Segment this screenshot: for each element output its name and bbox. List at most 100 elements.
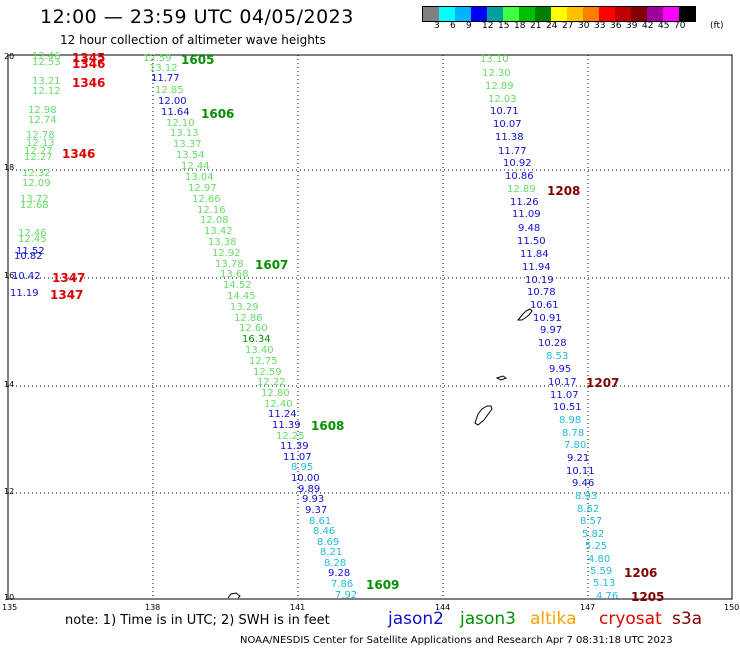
colorbar-label: 70 <box>674 21 686 31</box>
wave-height-value: 10.11 <box>566 466 595 477</box>
lat-tick-label: 12 <box>4 487 15 496</box>
wave-height-value: 10.28 <box>538 338 567 349</box>
wave-height-value: 5.13 <box>593 578 616 589</box>
legend-altika: altika <box>530 609 577 629</box>
wave-height-value: 8.69 <box>317 537 340 548</box>
wave-height-value: 11.39 <box>272 420 301 431</box>
wave-height-value: 11.52 <box>16 246 45 257</box>
colorbar-label: 24 <box>546 21 558 31</box>
colorbar-swatch <box>455 7 471 21</box>
wave-height-value: 13.40 <box>245 345 274 356</box>
page-title: 12:00 — 23:59 UTC 04/05/2023 <box>40 6 354 28</box>
colorbar-label: 15 <box>498 21 510 31</box>
wave-height-value: 8.28 <box>324 558 347 569</box>
wave-height-value: 12.46 <box>32 51 61 62</box>
pass-number-label: 1208 <box>547 184 581 198</box>
wave-height-value: 12.00 <box>158 96 187 107</box>
pass-number-label: 1345 <box>72 51 106 65</box>
wave-height-value: 10.07 <box>493 119 522 130</box>
wave-height-value: 12.03 <box>488 94 517 105</box>
lat-tick-label: 20 <box>4 52 15 61</box>
colorbar-swatch <box>679 7 695 21</box>
lat-tick-label: 14 <box>4 380 15 389</box>
legend-s3a: s3a <box>672 609 703 629</box>
lon-tick-label: 135 <box>2 603 18 612</box>
wave-height-value: 9.93 <box>302 494 325 505</box>
colorbar-swatch <box>631 7 647 21</box>
pass-number-label: 1207 <box>586 376 620 390</box>
legend-note: note: 1) Time is in UTC; 2) SWH is in fe… <box>65 613 330 628</box>
wave-height-value: 7.80 <box>564 440 587 451</box>
lon-tick-label: 150 <box>724 603 740 612</box>
colorbar-label: 30 <box>578 21 590 31</box>
wave-height-value: 11.38 <box>495 132 524 143</box>
wave-height-value: 12.53 <box>32 57 61 68</box>
lon-tick-label: 147 <box>580 603 596 612</box>
wave-height-value: 13.72 <box>20 194 49 205</box>
wave-height-value: 12.32 <box>22 168 51 179</box>
pass-number-label: 1609 <box>366 578 400 592</box>
colorbar-swatch <box>615 7 631 21</box>
page-subtitle: 12 hour collection of altimeter wave hei… <box>60 33 326 47</box>
map-border <box>7 54 733 600</box>
wave-height-value: 7.92 <box>335 590 358 601</box>
wave-height-colorbar <box>422 6 696 22</box>
pass-number-label: 1206 <box>624 566 658 580</box>
island-outline <box>227 592 241 599</box>
wave-height-value: 9.89 <box>298 484 321 495</box>
wave-height-value: 10.19 <box>525 275 554 286</box>
wave-height-value: 13.42 <box>204 226 233 237</box>
wave-height-value: 9.46 <box>572 478 595 489</box>
wave-height-value: 12.12 <box>32 86 61 97</box>
wave-height-value: 13.68 <box>220 269 249 280</box>
wave-height-value: 11.39 <box>280 441 309 452</box>
wave-height-value: 13.37 <box>173 139 202 150</box>
colorbar-swatch <box>535 7 551 21</box>
wave-height-value: 9.95 <box>549 364 572 375</box>
colorbar-swatch <box>583 7 599 21</box>
wave-height-value: 10.86 <box>505 171 534 182</box>
colorbar-swatch <box>663 7 679 21</box>
colorbar-swatch <box>647 7 663 21</box>
wave-height-value: 8.57 <box>580 516 603 527</box>
wave-height-value: 9.97 <box>540 325 563 336</box>
wave-height-value: 13.54 <box>176 150 205 161</box>
wave-height-value: 12.89 <box>507 184 536 195</box>
wave-height-value: 12.13 <box>26 138 55 149</box>
wave-height-value: 4.80 <box>588 554 611 565</box>
colorbar-label: 9 <box>466 21 472 31</box>
wave-height-value: 9.37 <box>305 505 328 516</box>
colorbar-label: 12 <box>482 21 494 31</box>
wave-height-value: 13.21 <box>32 76 61 87</box>
wave-height-value: 10.92 <box>503 158 532 169</box>
wave-height-value: 8.93 <box>575 491 598 502</box>
wave-height-value: 8.46 <box>313 526 336 537</box>
wave-height-value: 12.44 <box>181 161 210 172</box>
wave-height-value: 4.76 <box>596 591 619 602</box>
wave-height-value: 8.78 <box>562 428 585 439</box>
wave-height-value: 13.29 <box>230 302 259 313</box>
footer-credit: NOAA/NESDIS Center for Satellite Applica… <box>240 635 673 646</box>
wave-height-value: 12.27 <box>24 146 53 157</box>
wave-height-value: 10.42 <box>12 271 41 282</box>
wave-height-value: 11.94 <box>522 262 551 273</box>
wave-height-value: 12.10 <box>166 118 195 129</box>
wave-height-value: 11.84 <box>520 249 549 260</box>
colorbar-swatch <box>487 7 503 21</box>
wave-height-value: 11.19 <box>10 288 39 299</box>
legend-jason2: jason2 <box>388 609 444 629</box>
wave-height-value: 10.91 <box>533 313 562 324</box>
colorbar-label: 45 <box>658 21 670 31</box>
wave-height-value: 8.21 <box>320 547 343 558</box>
wave-height-value: 16.34 <box>242 334 271 345</box>
wave-height-value: 5.82 <box>582 529 605 540</box>
guam-outline <box>474 405 493 426</box>
wave-height-value: 12.66 <box>192 194 221 205</box>
pass-number-label: 1608 <box>311 419 345 433</box>
wave-height-value: 12.25 <box>276 431 305 442</box>
wave-height-value: 8.53 <box>546 351 569 362</box>
wave-height-value: 11.09 <box>512 209 541 220</box>
colorbar-swatch <box>519 7 535 21</box>
pass-number-label: 1205 <box>631 590 665 604</box>
wave-height-value: 10.82 <box>14 251 43 262</box>
